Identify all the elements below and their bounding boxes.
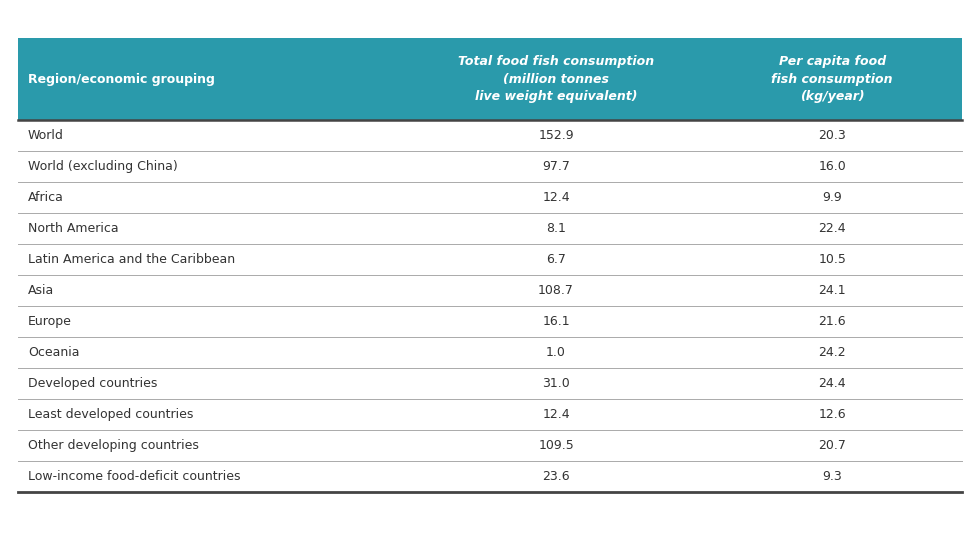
- Text: Total food fish consumption
(million tonnes
live weight equivalent): Total food fish consumption (million ton…: [458, 55, 654, 103]
- Text: 97.7: 97.7: [542, 160, 570, 173]
- Text: North America: North America: [28, 222, 119, 235]
- Text: 22.4: 22.4: [818, 222, 846, 235]
- Text: 6.7: 6.7: [546, 253, 566, 266]
- Text: 16.1: 16.1: [542, 315, 570, 328]
- Text: 12.6: 12.6: [818, 408, 846, 421]
- Text: 9.9: 9.9: [822, 191, 842, 204]
- Text: 20.7: 20.7: [818, 439, 846, 452]
- Text: Europe: Europe: [28, 315, 72, 328]
- Text: Latin America and the Caribbean: Latin America and the Caribbean: [28, 253, 235, 266]
- Text: 8.1: 8.1: [546, 222, 566, 235]
- Text: Africa: Africa: [28, 191, 64, 204]
- Text: 21.6: 21.6: [818, 315, 846, 328]
- Text: 24.1: 24.1: [818, 284, 846, 297]
- Text: 24.2: 24.2: [818, 346, 846, 359]
- Text: 31.0: 31.0: [542, 377, 570, 390]
- Text: 9.3: 9.3: [822, 470, 842, 483]
- Text: Other developing countries: Other developing countries: [28, 439, 199, 452]
- Text: Region/economic grouping: Region/economic grouping: [28, 72, 215, 86]
- Text: Oceania: Oceania: [28, 346, 79, 359]
- Text: Least developed countries: Least developed countries: [28, 408, 193, 421]
- Text: 24.4: 24.4: [818, 377, 846, 390]
- Text: World: World: [28, 129, 64, 142]
- Text: 20.3: 20.3: [818, 129, 846, 142]
- Text: World (excluding China): World (excluding China): [28, 160, 177, 173]
- Text: Asia: Asia: [28, 284, 54, 297]
- Text: 16.0: 16.0: [818, 160, 846, 173]
- Bar: [18, 38, 962, 120]
- Text: 10.5: 10.5: [818, 253, 846, 266]
- Text: 152.9: 152.9: [538, 129, 574, 142]
- Text: Developed countries: Developed countries: [28, 377, 158, 390]
- Text: 108.7: 108.7: [538, 284, 574, 297]
- Text: 12.4: 12.4: [542, 408, 570, 421]
- Text: 12.4: 12.4: [542, 191, 570, 204]
- Text: 1.0: 1.0: [546, 346, 566, 359]
- Text: 109.5: 109.5: [538, 439, 574, 452]
- Text: 23.6: 23.6: [542, 470, 570, 483]
- Text: Low-income food-deficit countries: Low-income food-deficit countries: [28, 470, 240, 483]
- Text: Per capita food
fish consumption
(kg/year): Per capita food fish consumption (kg/yea…: [771, 55, 893, 103]
